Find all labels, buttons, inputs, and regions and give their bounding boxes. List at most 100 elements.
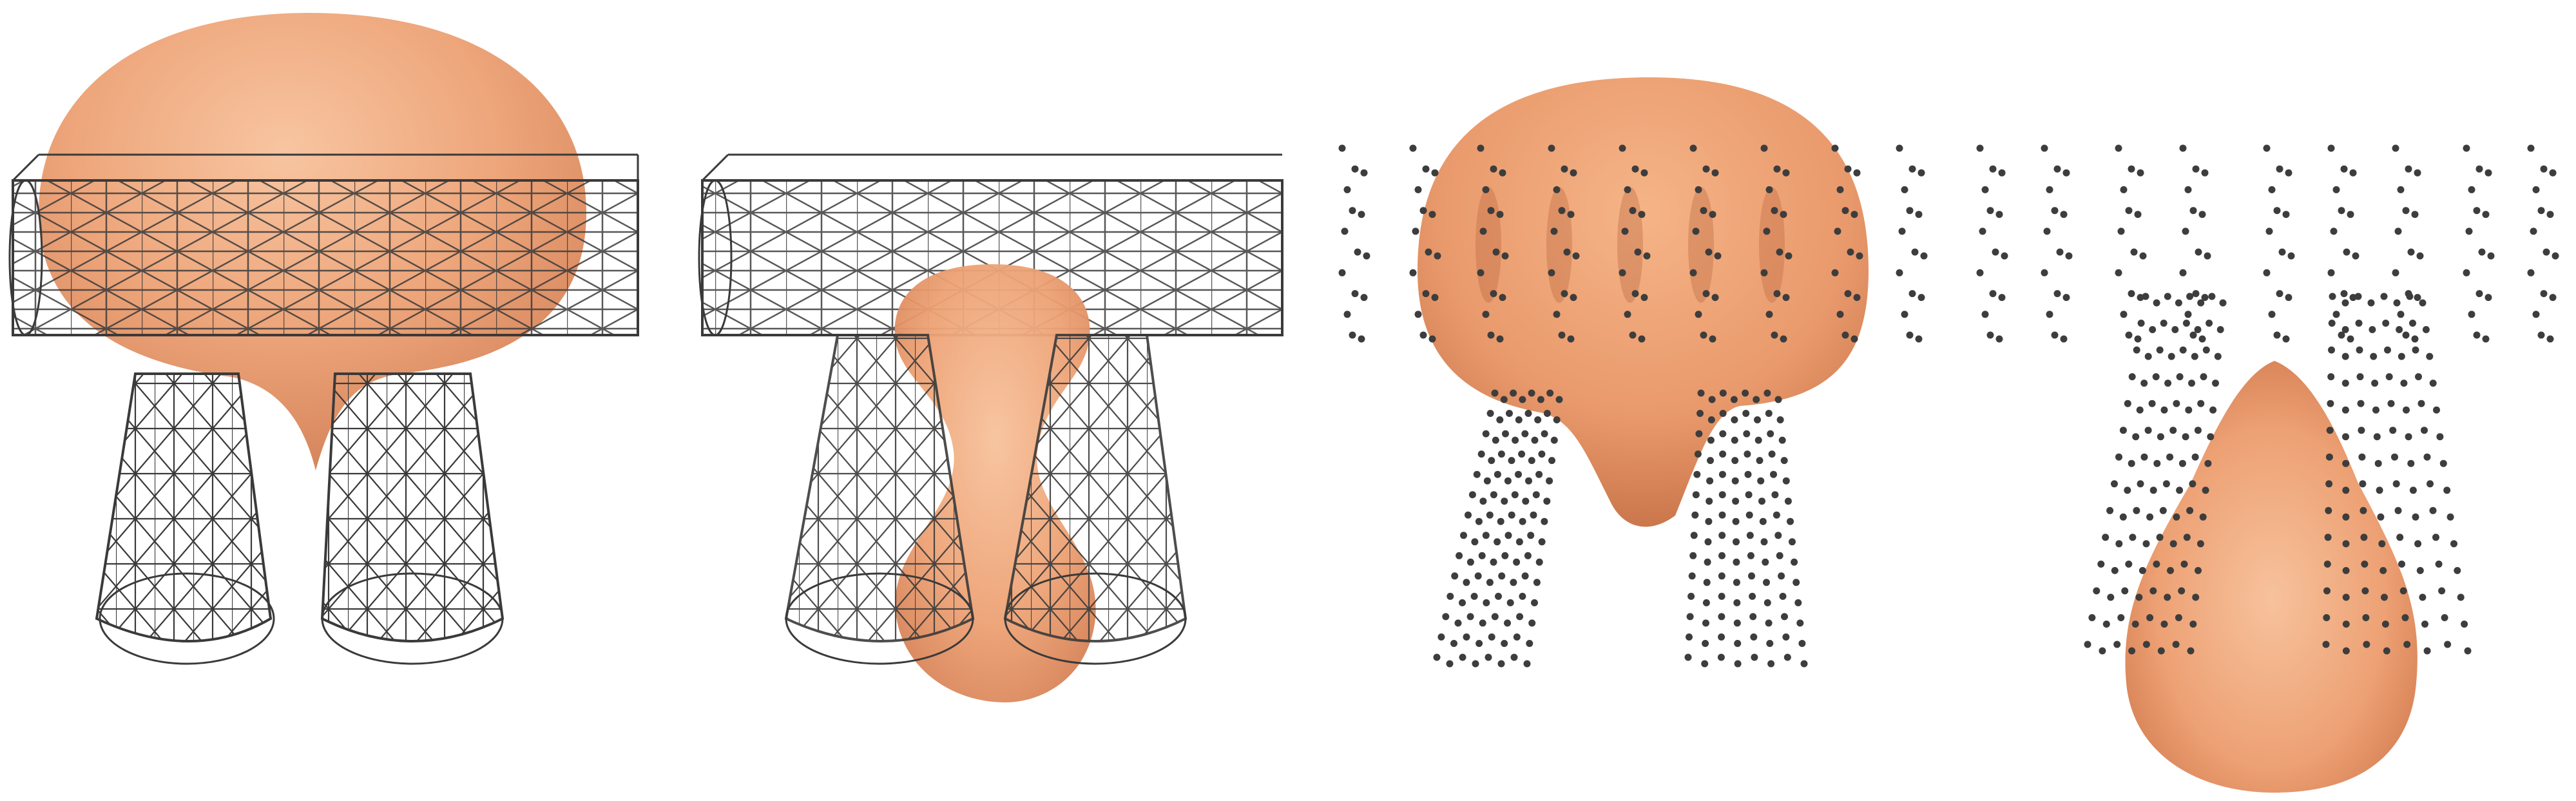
sample-point xyxy=(1553,186,1561,193)
sample-point xyxy=(1896,269,1903,276)
sample-point xyxy=(2485,294,2492,302)
sample-point xyxy=(2435,560,2443,568)
sample-point xyxy=(2128,647,2136,655)
sample-point xyxy=(1414,186,1422,193)
sample-point xyxy=(2372,406,2379,414)
sample-point xyxy=(1763,579,1770,586)
sample-point xyxy=(1358,211,1365,218)
sample-point xyxy=(1460,532,1467,539)
sample-point xyxy=(1995,211,2003,218)
sample-point xyxy=(2347,335,2354,343)
sample-point xyxy=(2144,427,2152,434)
sample-point xyxy=(1700,331,1707,339)
sample-point xyxy=(1915,335,1923,343)
sample-point xyxy=(2347,211,2354,218)
sample-point xyxy=(2265,227,2273,235)
sample-point xyxy=(2128,290,2135,298)
sample-point xyxy=(2546,335,2554,343)
sample-point xyxy=(2128,459,2135,467)
sample-point xyxy=(1844,290,1852,298)
sample-point xyxy=(1706,477,1714,485)
sample-point xyxy=(1499,169,1506,177)
sample-point xyxy=(1707,436,1715,444)
sample-point xyxy=(1532,491,1540,499)
sample-point xyxy=(2192,594,2200,601)
sample-point xyxy=(2173,400,2180,407)
sample-point xyxy=(1521,572,1529,580)
sample-point xyxy=(1504,477,1512,485)
sample-point xyxy=(2119,427,2127,434)
sample-point xyxy=(2342,621,2350,628)
sample-point xyxy=(2137,169,2144,177)
sample-point xyxy=(1516,613,1524,621)
sample-point xyxy=(2416,566,2424,574)
sample-point xyxy=(1504,532,1512,539)
sample-point xyxy=(1856,252,1863,260)
sample-point xyxy=(2330,227,2338,235)
sample-point xyxy=(1422,165,1430,173)
sample-point xyxy=(1915,211,1923,218)
sample-point xyxy=(1718,511,1726,519)
sample-point xyxy=(2194,326,2202,333)
sample-point xyxy=(1511,491,1519,499)
sample-point xyxy=(1688,572,1696,580)
sample-point xyxy=(2278,248,2286,256)
sample-point xyxy=(2423,453,2431,461)
sample-point xyxy=(2164,380,2172,387)
sample-point xyxy=(1425,248,1432,256)
sample-point xyxy=(2377,513,2385,521)
sample-point xyxy=(2084,641,2091,648)
sample-point xyxy=(2416,252,2424,260)
sample-point xyxy=(1896,144,1903,152)
sample-point xyxy=(2191,453,2199,461)
sample-point xyxy=(1686,613,1694,621)
sample-point xyxy=(2338,207,2345,215)
sample-point xyxy=(2088,614,2096,621)
sample-point xyxy=(2373,433,2381,441)
sample-point xyxy=(1349,331,1356,339)
sample-point xyxy=(1798,640,1806,647)
sample-point xyxy=(1908,290,1916,298)
sample-point xyxy=(2204,459,2212,467)
sample-point xyxy=(2433,406,2440,414)
sample-point xyxy=(2051,207,2059,215)
sample-point xyxy=(2099,647,2106,655)
sample-point xyxy=(1519,592,1526,600)
sample-point xyxy=(2176,373,2184,381)
sample-point xyxy=(2358,427,2365,434)
horizontal-mesh-cylinder xyxy=(8,153,639,336)
sample-point xyxy=(2381,621,2389,628)
sample-point xyxy=(1757,477,1765,485)
sample-point xyxy=(2051,331,2059,339)
sample-point xyxy=(1836,186,1844,193)
sample-point xyxy=(2446,513,2454,521)
sample-point xyxy=(1513,558,1521,566)
sample-point xyxy=(1534,416,1542,423)
sample-point xyxy=(2342,459,2350,467)
sample-point xyxy=(1744,470,1752,478)
sample-point xyxy=(1543,410,1551,417)
sample-point xyxy=(2444,641,2452,648)
sample-point xyxy=(1691,511,1699,519)
right-vertical-mesh-cylinder xyxy=(320,372,505,665)
sample-point xyxy=(2189,621,2197,628)
sample-point xyxy=(2398,352,2405,360)
sample-point xyxy=(1760,144,1768,152)
sample-point xyxy=(2402,207,2410,215)
sample-point xyxy=(1898,227,1906,235)
sample-point xyxy=(1525,477,1532,485)
sample-point xyxy=(1491,613,1499,621)
sample-point xyxy=(1512,436,1519,444)
sample-point xyxy=(2041,144,2048,152)
sample-point xyxy=(2179,144,2187,152)
sample-point xyxy=(1766,640,1774,647)
sample-point xyxy=(2179,269,2187,276)
sample-point xyxy=(1701,660,1709,668)
sample-point xyxy=(2329,293,2336,300)
sample-point xyxy=(1338,269,1346,276)
sample-point xyxy=(1718,491,1726,499)
sample-point xyxy=(1498,572,1506,580)
sample-point xyxy=(2153,560,2160,568)
left-vertical-mesh-cylinder xyxy=(784,334,975,665)
sample-point xyxy=(2153,459,2161,467)
